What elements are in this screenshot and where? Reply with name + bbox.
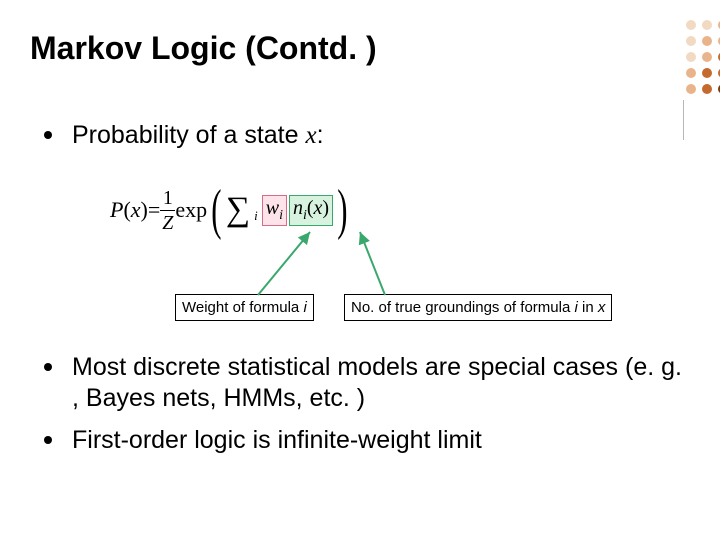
formula-lparen1: ( [123, 197, 130, 223]
bullet-icon [44, 436, 52, 444]
weight-label-a: Weight of formula [182, 299, 303, 316]
bullet-list-top: Probability of a state x: [44, 120, 692, 161]
groundings-label-box: No. of true groundings of formula i in x [344, 294, 612, 321]
bullet-item-3: First-order logic is infinite-weight lim… [44, 425, 692, 456]
bullet-text-3: First-order logic is infinite-weight lim… [72, 425, 482, 456]
ground-label-c: in [578, 299, 598, 316]
bullet-list-bottom: Most discrete statistical models are spe… [44, 352, 692, 466]
formula-lparen2: ( [307, 197, 314, 219]
weight-label-i: i [303, 299, 306, 316]
weight-label-box: Weight of formula i [175, 294, 314, 321]
bullet-item-1: Probability of a state x: [44, 120, 692, 151]
bullet-text-1: Probability of a state x: [72, 120, 324, 151]
bullet1-part-a: Probability of a state [72, 121, 305, 149]
formula-P: P [110, 197, 123, 223]
formula-groundings-term: ni(x) [289, 195, 333, 226]
bullet-item-2: Most discrete statistical models are spe… [44, 352, 692, 415]
slide-title: Markov Logic (Contd. ) [30, 30, 377, 67]
formula-denominator: Z [160, 211, 175, 233]
formula-fraction: 1 Z [160, 188, 175, 233]
probability-formula: P ( x ) = 1 Z exp ( ∑ i wi ni(x) ) [110, 175, 430, 275]
formula-numerator: 1 [160, 188, 175, 211]
formula-n: n [293, 197, 303, 219]
formula-big-rparen: ) [337, 182, 347, 238]
formula-sum: ∑ i [226, 196, 258, 225]
formula-exp: exp [175, 197, 207, 223]
formula-sum-index: i [254, 208, 258, 223]
ground-label-a: No. of true groundings of formula [351, 299, 574, 316]
sigma-icon: ∑ [226, 191, 250, 228]
bullet1-var-x: x [305, 122, 316, 149]
formula-big-lparen: ( [211, 182, 221, 238]
ground-label-x: x [598, 299, 606, 316]
slide: Markov Logic (Contd. ) Probability of a … [0, 0, 720, 540]
bullet-icon [44, 363, 52, 371]
formula-w: w [266, 197, 279, 219]
formula-eq: = [148, 197, 160, 223]
formula-x1: x [131, 197, 141, 223]
bullet-icon [44, 131, 52, 139]
bullet-text-2: Most discrete statistical models are spe… [72, 352, 692, 415]
formula-weight-term: wi [262, 195, 287, 226]
bullet1-part-c: : [317, 121, 324, 149]
formula-wi: i [279, 208, 283, 223]
formula-rparen2: ) [322, 197, 329, 219]
formula-rparen1: ) [141, 197, 148, 223]
